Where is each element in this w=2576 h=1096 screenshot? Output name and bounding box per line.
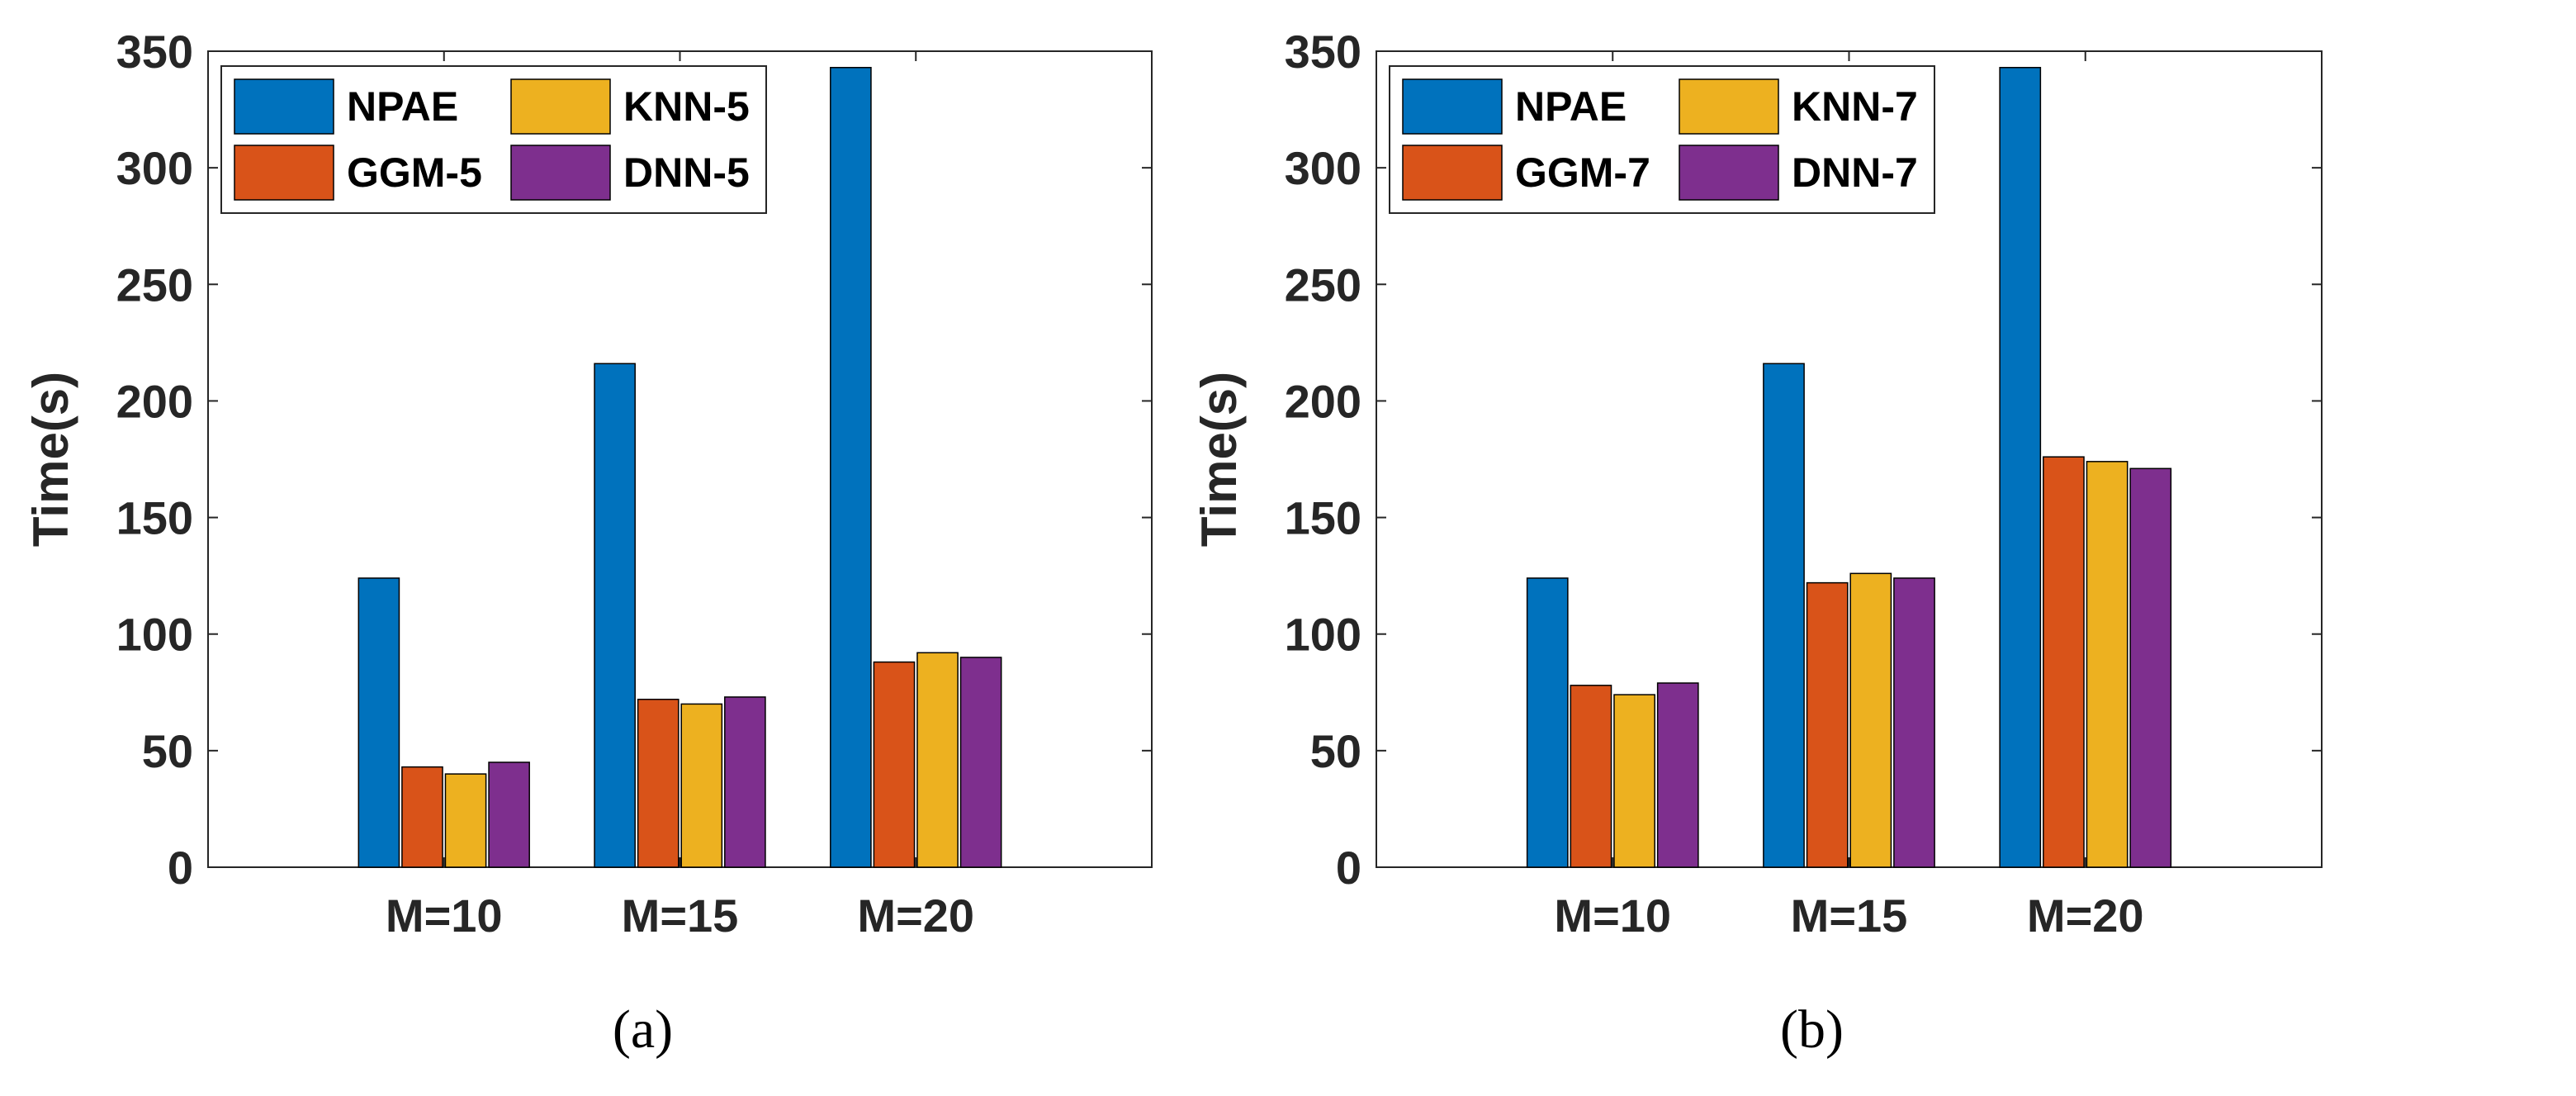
bar-knn-5-m20 [916, 652, 959, 868]
y-tick-label: 0 [1336, 842, 1361, 894]
legend-swatch [1679, 145, 1779, 201]
bar-dnn-7-m15 [1893, 577, 1935, 868]
y-tick-label: 100 [116, 609, 193, 661]
legend-label-ggm-5: GGM-5 [347, 149, 482, 196]
x-tick-label: M=10 [1554, 890, 1671, 942]
legend-swatch [234, 145, 334, 201]
chart-panel-b: 0 50 100 150 200 250 300 350 Time(s) M=10 M=15 M=20… [1191, 26, 2323, 1060]
y-tick-label: 150 [1285, 492, 1361, 544]
y-axis-label: Time(s) [23, 372, 78, 547]
x-tick-label: M=15 [622, 890, 739, 942]
bar-dnn-5-m10 [488, 762, 530, 868]
y-tick-label: 200 [1285, 375, 1361, 427]
bar-dnn-7-m10 [1656, 682, 1699, 868]
y-tick-label: 0 [168, 842, 193, 894]
bar-ggm-5-m10 [401, 766, 443, 868]
bar-npae-m15 [594, 363, 636, 868]
y-tick-label: 50 [1310, 725, 1361, 777]
y-tick-label: 50 [142, 725, 193, 777]
legend-swatch [510, 78, 611, 135]
bar-knn-7-m10 [1613, 694, 1655, 868]
y-tick-label: 150 [116, 492, 193, 544]
legend-label-ggm-7: GGM-7 [1515, 149, 1650, 196]
legend-label-dnn-7: DNN-7 [1792, 149, 1918, 196]
bar-knn-5-m15 [680, 703, 723, 868]
panel-caption: (b) [1780, 999, 1844, 1060]
x-tick-label: M=20 [857, 890, 974, 942]
bar-ggm-7-m15 [1806, 581, 1849, 868]
legend-label-knn-7: KNN-7 [1792, 83, 1918, 130]
bar-dnn-7-m20 [2129, 467, 2172, 868]
legend-swatch [1402, 145, 1503, 201]
bar-npae-m20 [1999, 67, 2042, 868]
bar-knn-7-m20 [2086, 461, 2129, 868]
legend-swatch [1679, 78, 1779, 135]
y-tick-label: 300 [1285, 142, 1361, 194]
bar-ggm-5-m15 [637, 699, 680, 868]
panel-caption: (a) [613, 999, 673, 1060]
x-tick-label: M=20 [2027, 890, 2144, 942]
y-tick-label: 350 [1285, 26, 1361, 78]
bar-knn-7-m15 [1849, 572, 1892, 868]
legend-label-npae: NPAE [347, 83, 458, 130]
y-tick-label: 350 [116, 26, 193, 78]
bar-ggm-7-m10 [1570, 685, 1612, 868]
legend-swatch [1402, 78, 1503, 135]
chart-panel-a: 0 50 100 150 200 250 300 350 Time(s) M=10 M=15 M=20… [23, 26, 1153, 1060]
bar-knn-5-m10 [444, 773, 487, 868]
y-tick-label: 300 [116, 142, 193, 194]
legend-swatch [234, 78, 334, 135]
bar-dnn-5-m15 [724, 696, 766, 868]
legend-label-npae: NPAE [1515, 83, 1627, 130]
x-tick-label: M=10 [386, 890, 503, 942]
x-tick-label: M=15 [1791, 890, 1908, 942]
bar-ggm-5-m20 [873, 661, 916, 868]
legend-swatch [510, 145, 611, 201]
bar-npae-m10 [1526, 577, 1569, 868]
bar-ggm-7-m20 [2043, 456, 2085, 868]
y-tick-label: 250 [116, 259, 193, 311]
legend: NPAE KNN-5 GGM-5 DNN-5 [220, 65, 767, 214]
y-tick-label: 200 [116, 375, 193, 427]
bar-npae-m20 [830, 67, 872, 868]
legend: NPAE KNN-7 GGM-7 DNN-7 [1389, 65, 1935, 214]
bar-dnn-5-m20 [959, 657, 1002, 868]
y-tick-label: 250 [1285, 259, 1361, 311]
legend-label-dnn-5: DNN-5 [623, 149, 750, 196]
bar-npae-m10 [358, 577, 400, 868]
bar-npae-m15 [1763, 363, 1805, 868]
y-axis-label: Time(s) [1191, 372, 1247, 547]
legend-label-knn-5: KNN-5 [623, 83, 750, 130]
y-tick-label: 100 [1285, 609, 1361, 661]
